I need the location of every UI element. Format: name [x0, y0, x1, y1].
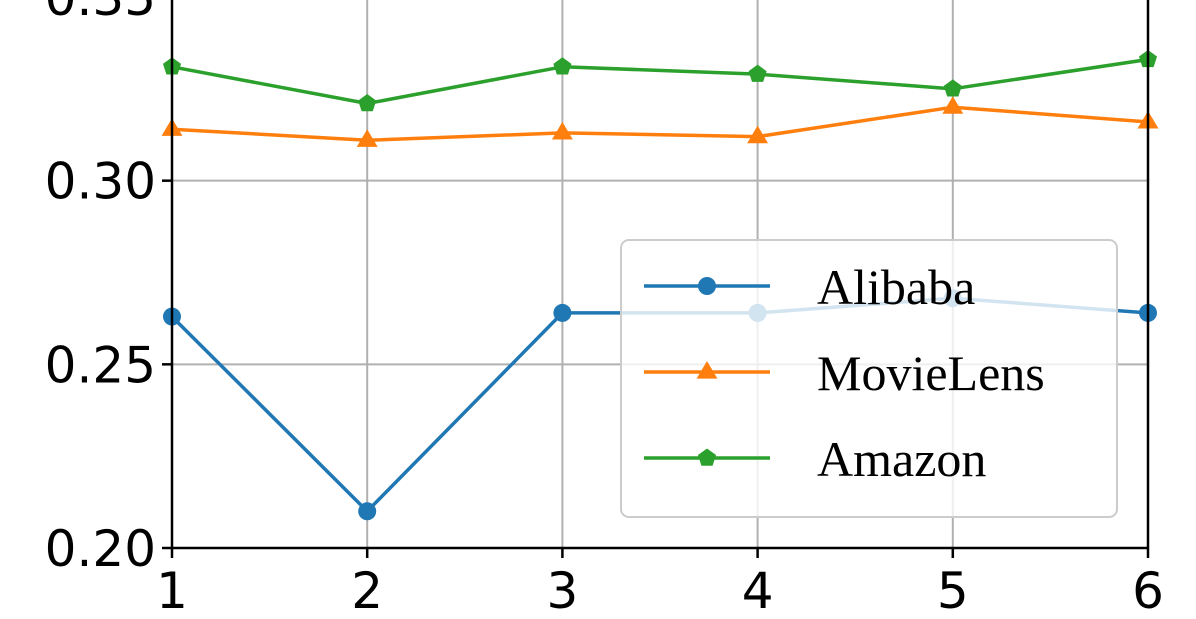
series-line-amazon	[171, 57, 1149, 106]
axes	[170, 0, 1150, 550]
data-point-amazon	[748, 64, 767, 82]
legend-label-amazon: Amazon	[817, 431, 986, 487]
series-amazon	[162, 49, 1158, 112]
y-tick-label: 0.35	[45, 0, 156, 27]
series-movielens	[161, 96, 1159, 147]
legend-marker-movielens	[696, 361, 718, 379]
x-tick-label: 3	[546, 562, 578, 619]
y-tick-label: 0.25	[45, 336, 156, 394]
legend-marker-amazon	[697, 448, 717, 466]
x-tick-label: 1	[156, 562, 188, 619]
legend-box	[620, 239, 1118, 518]
data-point-alibaba	[553, 303, 572, 322]
legend-label-movielens: MovieLens	[817, 345, 1045, 401]
data-point-movielens	[747, 125, 769, 144]
legend-marker-alibaba	[698, 277, 716, 295]
data-point-alibaba	[358, 502, 377, 521]
x-tick-label: 5	[937, 562, 969, 619]
legend: Alibaba MovieLens Amazon	[620, 239, 1118, 518]
series-line-movielens	[171, 105, 1149, 143]
data-point-amazon	[358, 94, 377, 112]
x-tick-label: 4	[742, 562, 774, 619]
x-tick-label: 6	[1132, 562, 1164, 619]
data-point-amazon	[943, 79, 962, 97]
data-point-movielens	[356, 129, 378, 147]
data-point-movielens	[551, 121, 573, 140]
legend-label-alibaba: Alibaba	[817, 259, 975, 315]
y-tick-label: 0.30	[45, 153, 156, 211]
data-point-amazon	[553, 57, 572, 75]
x-tick-label: 2	[351, 562, 383, 619]
y-tick-label: 0.20	[45, 520, 156, 578]
data-point-movielens	[942, 96, 964, 114]
tick-layer: 1 2 3 4 5 6 0.20 0.25 0.30 0.35	[45, 0, 1164, 619]
